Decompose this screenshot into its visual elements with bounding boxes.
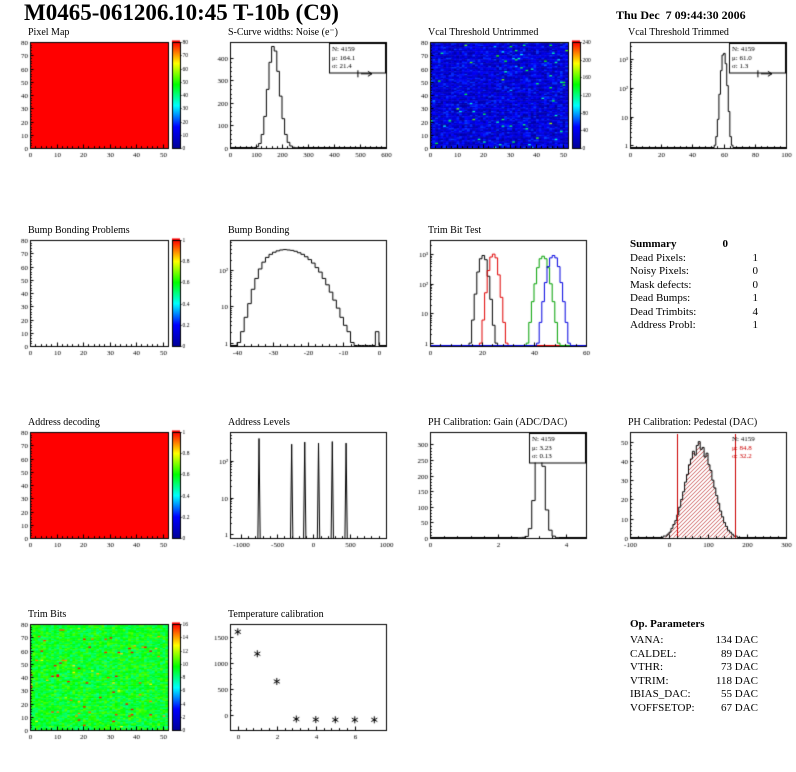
- trim-bit-test-canvas: [406, 237, 594, 361]
- plot-title-address-levels: Address Levels: [228, 417, 290, 428]
- plot-trim-bits: Trim Bits: [6, 609, 194, 745]
- plot-temp-calibration: Temperature calibration: [206, 609, 394, 745]
- summary-value: 1: [752, 292, 759, 304]
- op-param-row: VTRIM: 118 DAC: [630, 675, 758, 689]
- summary-label: Mask defects:: [630, 278, 692, 291]
- vcal-trimmed-canvas: [606, 39, 794, 163]
- plot-title-trim-bit-test: Trim Bit Test: [428, 225, 482, 236]
- scurve-noise-canvas: [206, 39, 394, 163]
- summary-row: Address Probl: 1: [630, 319, 758, 333]
- op-param-label: VOFFSETOP:: [630, 701, 695, 714]
- address-decoding-canvas: [6, 429, 194, 553]
- summary-label: Dead Bumps:: [630, 292, 691, 304]
- op-param-value: 134 DAC: [715, 634, 758, 646]
- summary-row: Dead Pixels: 1: [630, 252, 758, 266]
- bump-problems-canvas: [6, 237, 194, 361]
- op-param-row: VTHR: 73 DAC: [630, 661, 758, 675]
- pixel-map-canvas: [6, 39, 194, 163]
- op-param-value: 73 DAC: [721, 661, 758, 673]
- op-param-value: 89 DAC: [721, 647, 758, 660]
- summary-label: Address Probl:: [630, 319, 696, 331]
- plot-pixel-map: Pixel Map: [6, 27, 194, 163]
- summary-label: Noisy Pixels:: [630, 265, 689, 277]
- op-parameters-panel: Op. Parameters VANA: 134 DAC CALDEL: 89 DAC…: [630, 617, 758, 715]
- plot-bump-bonding: Bump Bonding: [206, 225, 394, 361]
- plot-vcal-trimmed: Vcal Threshold Trimmed: [606, 27, 794, 163]
- summary-rows: Dead Pixels: 1 Noisy Pixels: 0 Mask defects:…: [630, 252, 758, 333]
- op-param-label: VTRIM:: [630, 674, 669, 687]
- op-param-row: VOFFSETOP: 67 DAC: [630, 702, 758, 716]
- plot-ph-gain: PH Calibration: Gain (ADC/DAC): [406, 417, 594, 553]
- op-param-value: 118 DAC: [715, 674, 758, 687]
- op-param-label: VTHR:: [630, 661, 663, 673]
- op-parameters-title: Op. Parameters: [630, 618, 705, 630]
- plot-vcal-untrimmed: Vcal Threshold Untrimmed: [406, 27, 594, 163]
- trim-bits-canvas: [6, 621, 194, 745]
- plot-trim-bit-test: Trim Bit Test: [406, 225, 594, 361]
- op-param-value: 55 DAC: [721, 688, 758, 700]
- timestamp: Thu Dec 7 09:44:30 2006: [616, 8, 746, 22]
- summary-row: Dead Bumps: 1: [630, 292, 758, 306]
- summary-value: 0: [752, 265, 759, 277]
- temp-calibration-canvas: [206, 621, 394, 745]
- summary-label: Dead Trimbits:: [630, 305, 697, 318]
- plot-bump-problems: Bump Bonding Problems: [6, 225, 194, 361]
- ph-gain-canvas: [406, 429, 594, 553]
- plot-title-address-decoding: Address decoding: [28, 417, 100, 428]
- plot-title-bump-bonding: Bump Bonding: [228, 225, 290, 236]
- ph-pedestal-canvas: [606, 429, 794, 553]
- summary-total: 0: [722, 238, 729, 250]
- summary-row: Mask defects: 0: [630, 279, 758, 293]
- plot-address-levels: Address Levels: [206, 417, 394, 553]
- plot-title-vcal-untrimmed: Vcal Threshold Untrimmed: [428, 27, 539, 38]
- bump-bonding-canvas: [206, 237, 394, 361]
- op-param-row: IBIAS_DAC: 55 DAC: [630, 688, 758, 702]
- summary-value: 1: [752, 319, 759, 331]
- summary-value: 1: [752, 251, 759, 264]
- summary-title: Summary: [630, 238, 677, 250]
- op-param-label: CALDEL:: [630, 647, 677, 660]
- op-param-label: VANA:: [630, 634, 664, 646]
- address-levels-canvas: [206, 429, 394, 553]
- summary-panel: Summary 0 Dead Pixels: 1 Noisy Pixels: 0 Mas…: [630, 238, 758, 333]
- plot-title-temp-calibration: Temperature calibration: [228, 609, 324, 620]
- summary-label: Dead Pixels:: [630, 251, 686, 264]
- plot-title-ph-gain: PH Calibration: Gain (ADC/DAC): [428, 417, 568, 428]
- plot-scurve-noise: S-Curve widths: Noise (e⁻): [206, 27, 394, 163]
- vcal-untrimmed-canvas: [406, 39, 594, 163]
- plot-title-pixel-map: Pixel Map: [28, 27, 70, 38]
- summary-value: 0: [752, 278, 759, 291]
- op-param-value: 67 DAC: [721, 701, 758, 714]
- summary-row: Noisy Pixels: 0: [630, 265, 758, 279]
- summary-row: Dead Trimbits: 4: [630, 306, 758, 320]
- plot-title-scurve-noise: S-Curve widths: Noise (e⁻): [228, 27, 338, 38]
- plot-title-ph-pedestal: PH Calibration: Pedestal (DAC): [628, 417, 758, 428]
- op-param-row: VANA: 134 DAC: [630, 634, 758, 648]
- plot-ph-pedestal: PH Calibration: Pedestal (DAC): [606, 417, 794, 553]
- plot-address-decoding: Address decoding: [6, 417, 194, 553]
- plot-title-trim-bits: Trim Bits: [28, 609, 67, 620]
- page-title: M0465-061206.10:45 T-10b (C9): [24, 0, 339, 25]
- plot-title-vcal-trimmed: Vcal Threshold Trimmed: [628, 27, 729, 38]
- summary-value: 4: [752, 305, 759, 318]
- plot-title-bump-problems: Bump Bonding Problems: [28, 225, 130, 236]
- op-param-label: IBIAS_DAC:: [630, 688, 691, 700]
- op-parameters-rows: VANA: 134 DAC CALDEL: 89 DAC VTHR: 73 DAC VTRI…: [630, 634, 758, 715]
- op-param-row: CALDEL: 89 DAC: [630, 648, 758, 662]
